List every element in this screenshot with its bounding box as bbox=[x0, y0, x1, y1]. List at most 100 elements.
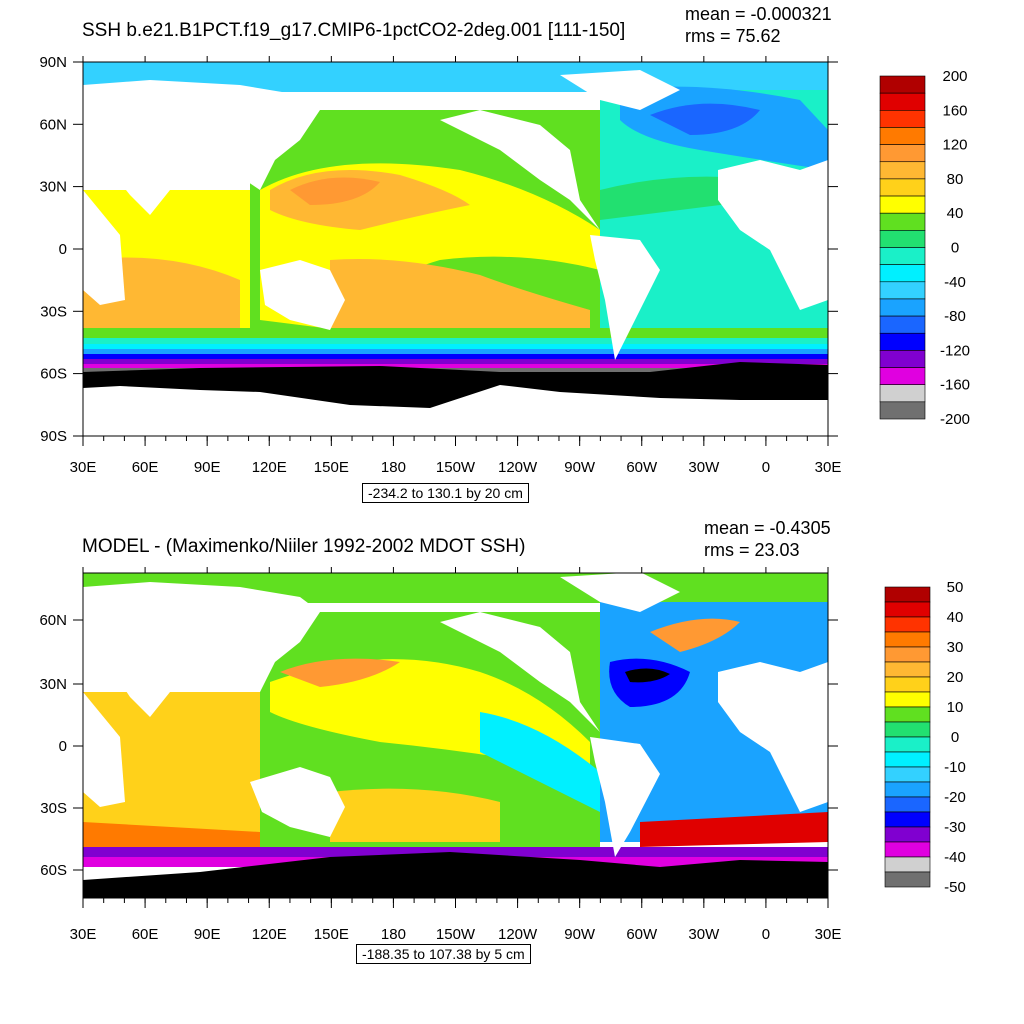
ssh-colorbar-box bbox=[879, 178, 926, 197]
ssh-x-tick-label: 0 bbox=[762, 459, 770, 476]
ssh-colorbar-label: -40 bbox=[944, 274, 966, 291]
diff-eurasia-land bbox=[83, 582, 320, 717]
ssh-colorbar-box bbox=[879, 127, 926, 145]
ssh-x-tick-label: 60E bbox=[132, 459, 159, 476]
diff-x-tick-label: 120E bbox=[252, 926, 287, 943]
ssh-x-tick-label: 180 bbox=[381, 459, 406, 476]
ssh-colorbar-label: -160 bbox=[940, 377, 970, 394]
diff-australia-land bbox=[250, 767, 345, 837]
diff-x-tick-label: 0 bbox=[762, 926, 770, 943]
ssh-panel-stats: mean = -0.000321 rms = 75.62 bbox=[685, 3, 832, 47]
diff-south-america-land bbox=[590, 737, 660, 857]
ssh-colorbar-box bbox=[879, 384, 926, 403]
diff-north-america-land bbox=[440, 612, 600, 732]
diff-colorbar-box bbox=[884, 631, 931, 648]
diff-x-tick-label: 120W bbox=[498, 926, 538, 943]
ssh-colorbar-label: -120 bbox=[940, 342, 970, 359]
diff-x-tick-label: 180 bbox=[381, 926, 406, 943]
diff-colorbar-label: -50 bbox=[944, 879, 966, 896]
diff-y-tick-label: 30N bbox=[39, 676, 67, 693]
ssh-y-tick-label: 0 bbox=[59, 241, 67, 258]
ssh-colorbar-box bbox=[879, 212, 926, 231]
diff-colorbar-box bbox=[884, 691, 931, 708]
greenland-land bbox=[560, 70, 680, 110]
diff-colorbar-box bbox=[884, 586, 931, 603]
ssh-colorbar-box bbox=[879, 144, 926, 163]
so-band-2 bbox=[83, 338, 828, 344]
ssh-x-tick-label: 30E bbox=[70, 459, 97, 476]
ssh-x-tick-label: 90E bbox=[194, 459, 221, 476]
diff-colorbar-box bbox=[884, 871, 931, 888]
diff-east-pacific bbox=[480, 712, 600, 812]
australia-land bbox=[260, 260, 345, 330]
diff-map: 30E 60E 90E 120E 150E 180 150W 120W 90W 60W 30W 0 30… bbox=[39, 567, 966, 943]
diff-colorbar-label: 0 bbox=[951, 729, 959, 746]
ssh-colorbar-box bbox=[879, 298, 926, 317]
diff-y-tick-label: 60N bbox=[39, 612, 67, 629]
ssh-colorbar-box bbox=[879, 75, 926, 94]
diff-colorbar-box bbox=[884, 751, 931, 768]
diff-colorbar: 50 40 30 20 10 0 -10 -20 -30 -40 -50 bbox=[884, 579, 966, 896]
diff-colorbar-label: 40 bbox=[947, 609, 964, 626]
ssh-y-tick-label: 30S bbox=[40, 303, 67, 320]
diff-panel-stats: mean = -0.4305 rms = 23.03 bbox=[704, 517, 831, 561]
so-band-5 bbox=[83, 354, 828, 359]
diff-colorbar-box bbox=[884, 736, 931, 753]
diff-x-tick-label: 60W bbox=[626, 926, 658, 943]
ssh-colorbar-box bbox=[879, 264, 926, 283]
ssh-x-tick-label: 90W bbox=[564, 459, 596, 476]
ssh-x-tick-label: 150W bbox=[436, 459, 476, 476]
diff-contour-info: -188.35 to 107.38 by 5 cm bbox=[356, 944, 531, 964]
kuroshio-core bbox=[290, 177, 380, 205]
ssh-colorbar-box bbox=[879, 92, 926, 111]
diff-y-tick-label: 30S bbox=[40, 800, 67, 817]
europe-africa-land bbox=[718, 160, 828, 310]
diff-colorbar-box bbox=[884, 706, 931, 723]
ssh-colorbar: 200 160 120 80 40 0 -40 -80 -120 -160 -200 bbox=[879, 68, 970, 428]
so-band-1 bbox=[83, 328, 828, 338]
antarctica-ice bbox=[83, 362, 828, 408]
ssh-x-tick-label: 30E bbox=[815, 459, 842, 476]
diff-colorbar-box bbox=[884, 841, 931, 858]
diff-x-tick-label: 90W bbox=[564, 926, 596, 943]
diff-colorbar-box bbox=[884, 646, 931, 663]
diff-x-tick-label: 60E bbox=[132, 926, 159, 943]
diff-south-pacific bbox=[330, 788, 500, 842]
ssh-colorbar-label: 80 bbox=[947, 171, 964, 188]
ssh-contour-info: -234.2 to 130.1 by 20 cm bbox=[362, 483, 529, 503]
diff-x-tick-label: 30W bbox=[688, 926, 720, 943]
ssh-colorbar-label: 160 bbox=[942, 102, 967, 119]
ssh-colorbar-box bbox=[879, 195, 926, 214]
diff-x-tick-label: 30E bbox=[70, 926, 97, 943]
diff-africa-land bbox=[83, 692, 125, 807]
diff-x-tick-label: 150E bbox=[314, 926, 349, 943]
eurasia-land bbox=[83, 80, 320, 215]
diff-colorbar-box bbox=[884, 781, 931, 798]
ssh-rms: rms = 75.62 bbox=[685, 26, 781, 46]
diff-x-tick-label: 30E bbox=[815, 926, 842, 943]
ssh-y-tick-label: 60S bbox=[40, 366, 67, 383]
ssh-colorbar-box bbox=[879, 350, 926, 368]
diff-panel-title: MODEL - (Maximenko/Niiler 1992-2002 MDOT… bbox=[82, 536, 526, 557]
diff-colorbar-label: -30 bbox=[944, 819, 966, 836]
ssh-map: 30E 60E 90E 120E 150E 180 150W 120W 90W 60W 30W 0 30… bbox=[39, 54, 970, 476]
diff-north-atlantic-high bbox=[650, 618, 740, 652]
south-america-land bbox=[590, 235, 660, 360]
labrador-low bbox=[650, 103, 760, 135]
diff-map-plot-area bbox=[83, 573, 828, 898]
diff-colorbar-box bbox=[884, 721, 931, 738]
ssh-x-tick-label: 30W bbox=[688, 459, 720, 476]
diff-greenland-land bbox=[560, 573, 680, 612]
diff-colorbar-label: 20 bbox=[947, 669, 964, 686]
diff-colorbar-box bbox=[884, 811, 931, 828]
diff-antarctica bbox=[83, 852, 828, 898]
ssh-colorbar-label: -200 bbox=[940, 411, 970, 428]
ssh-colorbar-box bbox=[879, 247, 926, 265]
diff-colorbar-label: 30 bbox=[947, 639, 964, 656]
diff-x-tick-label: 90E bbox=[194, 926, 221, 943]
diff-europe-africa-land bbox=[718, 662, 828, 812]
diff-colorbar-box bbox=[884, 601, 931, 618]
diff-gulfstream-core bbox=[625, 668, 670, 683]
ssh-panel-title: SSH b.e21.B1PCT.f19_g17.CMIP6-1pctCO2-2d… bbox=[82, 20, 626, 41]
diff-x-tick-label: 150W bbox=[436, 926, 476, 943]
